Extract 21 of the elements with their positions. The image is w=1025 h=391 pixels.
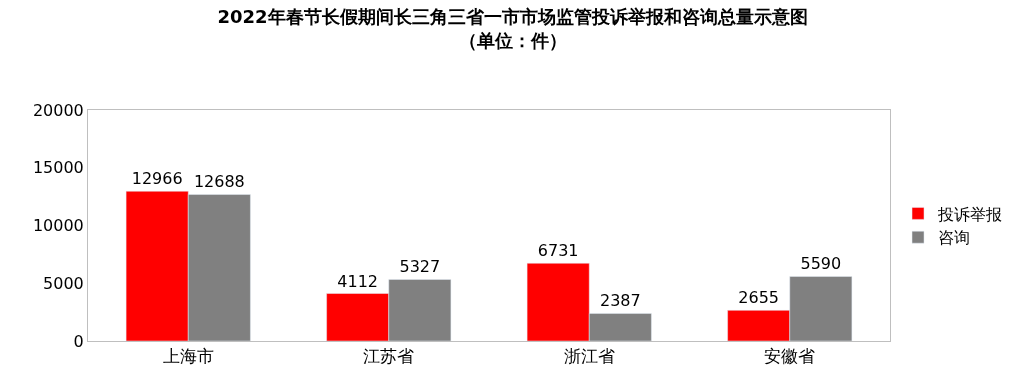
- y-tick-label: 10000: [32, 216, 84, 236]
- data-label: 5590: [800, 254, 842, 274]
- chart-subtitle: （单位：件）: [458, 29, 567, 51]
- y-tick-label: 0: [73, 331, 84, 351]
- x-tick-label: 江苏省: [363, 346, 415, 367]
- legend-label: 投诉举报: [937, 204, 1003, 224]
- data-label: 12688: [193, 172, 245, 192]
- data-label: 2387: [599, 291, 641, 311]
- data-label: 4112: [337, 271, 379, 291]
- data-label: 12966: [131, 169, 183, 189]
- data-label: 6731: [537, 241, 579, 261]
- y-tick-label: 20000: [32, 100, 84, 120]
- legend-label: 咨询: [938, 228, 971, 248]
- data-label: 2655: [738, 288, 780, 308]
- x-tick-label: 安徽省: [764, 346, 816, 367]
- data-label: 5327: [399, 257, 441, 277]
- x-tick-label: 浙江省: [563, 346, 615, 367]
- y-tick-label: 15000: [32, 158, 84, 178]
- x-tick-label: 上海市: [162, 346, 214, 367]
- chart-title: 2022年春节长假期间长三角三省一市市场监管投诉举报和咨询总量示意图: [217, 6, 808, 28]
- y-tick-label: 5000: [43, 273, 84, 293]
